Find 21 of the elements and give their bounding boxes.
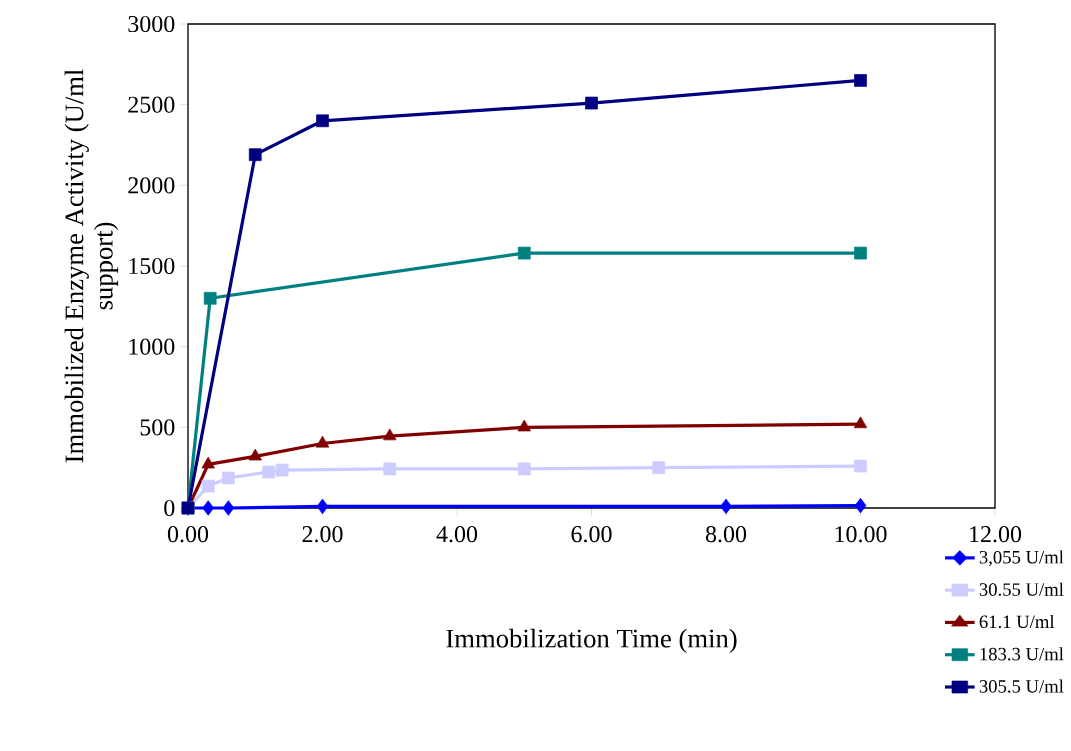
legend-label: 30.55 U/ml: [979, 582, 1064, 596]
y-tick-label: 1000: [129, 338, 175, 355]
y-axis-title: Immobilized Enzyme Activity (U/ml support): [64, 69, 119, 463]
x-tick-label: 4.00: [436, 526, 478, 543]
y-tick-label: 500: [140, 419, 175, 436]
legend-label: 3,055 U/ml: [979, 550, 1064, 567]
x-tick-label: 10.00: [835, 526, 887, 543]
x-tick-label: 12.00: [970, 526, 1022, 543]
y-tick-label: 2000: [128, 177, 175, 194]
x-tick-label: 6.00: [571, 526, 612, 543]
y-tick-label: 3000: [128, 15, 175, 33]
legend-label: 183.3 U/ml: [980, 647, 1064, 661]
x-tick-label: 8.00: [705, 526, 747, 543]
x-tick-label: 2.00: [302, 526, 343, 543]
y-tick-label: 2500: [128, 96, 175, 113]
x-tick-label: 0.00: [167, 526, 209, 543]
legend-label: 305.5 U/ml: [979, 679, 1064, 693]
y-tick-label: 0: [164, 499, 175, 517]
y-tick-label: 1500: [129, 257, 175, 275]
legend-label: 61.1 U/ml: [979, 614, 1055, 629]
x-axis-title: Immobilization Time (min): [446, 628, 737, 653]
